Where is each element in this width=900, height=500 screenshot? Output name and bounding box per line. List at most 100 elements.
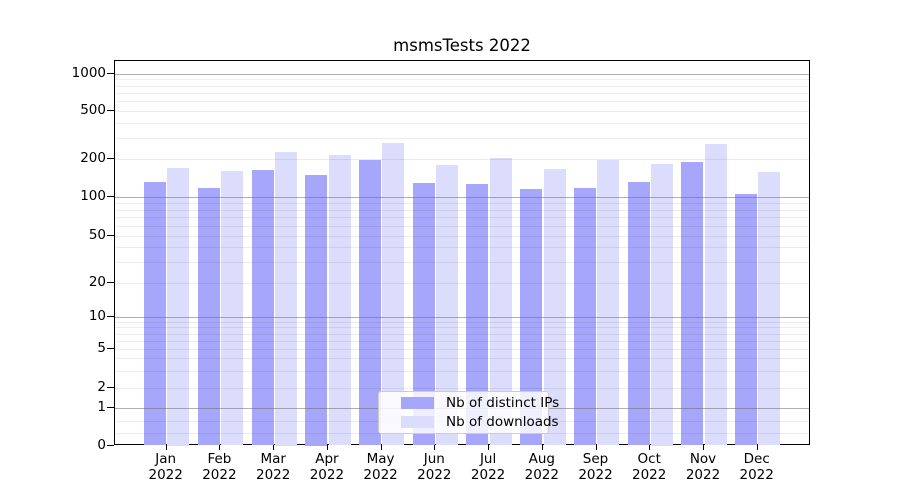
legend-item-downloads: Nb of downloads (379, 414, 559, 431)
x-tick-label-aug: Aug 2022 (510, 451, 574, 483)
bar-downloads-jul (489, 157, 512, 446)
x-tick (488, 445, 490, 450)
x-tick (434, 445, 436, 450)
y-tick (107, 407, 114, 408)
x-label-year: 2022 (524, 466, 559, 483)
x-label-month: Oct (637, 451, 661, 467)
y-tick-label: 50 (88, 227, 106, 243)
bar-downloads-feb (221, 171, 244, 446)
x-tick (595, 445, 597, 450)
minor-gridline (115, 101, 809, 103)
x-label-month: Feb (207, 451, 232, 467)
minor-gridline (115, 85, 809, 87)
x-label-year: 2022 (256, 466, 291, 483)
bar-downloads-nov (704, 143, 727, 446)
x-label-month: Sep (582, 451, 609, 467)
x-label-year: 2022 (363, 466, 398, 483)
y-tick-label: 2 (97, 378, 106, 395)
y-tick-label: 500 (80, 102, 106, 118)
bar-ips-nov (681, 162, 704, 446)
x-label-year: 2022 (739, 466, 774, 483)
x-tick-label-mar: Mar 2022 (241, 451, 305, 483)
bar-downloads-apr (328, 154, 351, 446)
minor-gridline (115, 137, 809, 139)
x-tick-label-feb: Feb 2022 (187, 451, 251, 483)
y-tick-label: 10 (88, 308, 106, 324)
y-tick (107, 348, 114, 349)
x-label-month: Jun (423, 451, 445, 467)
x-label-month: Dec (743, 451, 770, 467)
y-tick-label: 20 (88, 274, 106, 290)
x-label-year: 2022 (202, 466, 237, 483)
x-label-year: 2022 (309, 466, 345, 483)
x-tick (756, 445, 758, 450)
y-tick (107, 282, 114, 283)
chart-title: msmsTests 2022 (393, 36, 531, 55)
x-tick-label-dec: Dec 2022 (725, 451, 789, 483)
y-tick (107, 235, 114, 236)
legend-item-ips: Nb of distinct IPs (379, 394, 559, 411)
y-tick-label: 0 (97, 436, 106, 453)
y-tick-label: 100 (80, 188, 106, 204)
legend-label-downloads: Nb of downloads (446, 414, 559, 431)
y-tick-label: 5 (97, 340, 106, 356)
bar-downloads-jun (436, 164, 458, 446)
minor-gridline (115, 79, 809, 81)
legend-label-ips: Nb of distinct IPs (446, 394, 560, 411)
x-tick (649, 445, 651, 450)
x-tick-label-jun: Jun 2022 (402, 451, 466, 483)
bar-downloads-mar (274, 151, 297, 446)
x-tick-label-sep: Sep 2022 (564, 451, 628, 483)
x-label-year: 2022 (417, 466, 452, 483)
bar-downloads-sep (597, 160, 620, 446)
x-tick (219, 445, 221, 450)
bar-downloads-aug (543, 168, 566, 446)
x-tick (273, 445, 275, 450)
bar-ips-dec (735, 193, 757, 446)
x-label-year: 2022 (470, 466, 506, 483)
y-tick-label: 1000 (71, 64, 106, 81)
y-tick (107, 157, 114, 159)
bar-downloads-jan (167, 167, 190, 446)
y-tick (107, 444, 114, 446)
y-tick (107, 316, 114, 317)
x-label-month: May (366, 451, 395, 467)
x-label-year: 2022 (685, 466, 721, 483)
y-tick-label: 200 (80, 149, 106, 166)
y-tick (107, 110, 114, 111)
bar-ips-jan (144, 182, 166, 446)
y-tick (107, 72, 114, 74)
x-tick (165, 445, 167, 450)
x-label-year: 2022 (578, 466, 613, 483)
x-label-year: 2022 (148, 466, 183, 483)
x-label-month: Apr (315, 451, 339, 467)
x-tick (541, 445, 543, 450)
legend-box: Nb of distinct IPs Nb of downloads (378, 391, 559, 434)
bar-ips-feb (197, 188, 220, 446)
x-tick-label-oct: Oct 2022 (617, 451, 681, 483)
major-gridline (115, 73, 809, 75)
bar-ips-jun (412, 183, 435, 446)
minor-gridline (115, 111, 809, 112)
x-tick-label-apr: Apr 2022 (295, 451, 359, 483)
x-tick-label-jan: Jan 2022 (134, 451, 198, 483)
x-label-month: Jan (155, 451, 177, 467)
x-tick-label-may: May 2022 (349, 451, 413, 483)
bar-ips-mar (251, 170, 274, 446)
x-label-month: Mar (260, 451, 286, 467)
y-tick (107, 196, 114, 197)
legend-swatch-downloads (401, 416, 434, 429)
x-tick-label-jul: Jul 2022 (456, 451, 520, 483)
bar-ips-jul (466, 183, 489, 446)
x-label-month: Nov (689, 451, 717, 467)
plot-area (114, 60, 810, 446)
x-label-year: 2022 (632, 466, 667, 483)
x-tick (380, 445, 382, 450)
x-label-month: Aug (528, 451, 555, 467)
legend-swatch-ips (401, 396, 434, 409)
minor-gridline (115, 92, 809, 94)
bar-ips-sep (573, 187, 596, 446)
x-label-month: Jul (479, 451, 497, 467)
bar-downloads-oct (650, 164, 673, 446)
minor-gridline (115, 122, 809, 124)
